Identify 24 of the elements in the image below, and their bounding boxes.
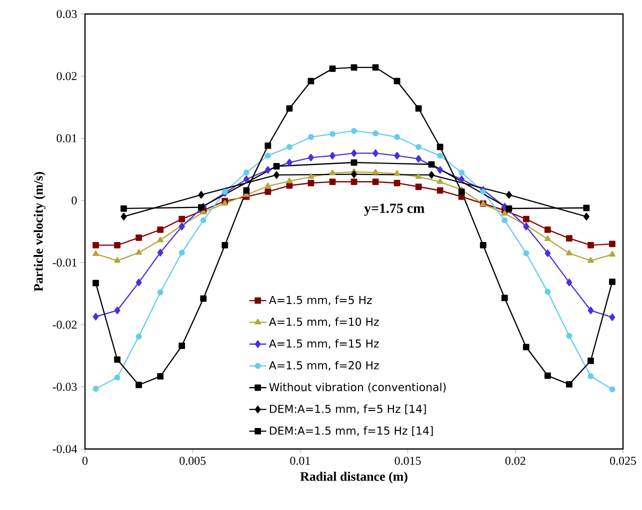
x-tick-label: 0.015 (394, 456, 421, 465)
legend-label: A=1.5 mm, f=20 Hz (268, 360, 379, 371)
x-axis-title: Radial distance (m) (300, 472, 408, 484)
y-tick-label: 0 (72, 196, 77, 204)
y-tick-label: 0.02 (56, 72, 77, 80)
legend-label: Without vibration (conventional) (269, 382, 446, 393)
y-tick-label: 0.03 (56, 10, 77, 18)
y-axis-title: Particle velocity (m/s) (34, 172, 46, 292)
x-tick-label: 0.005 (180, 456, 206, 465)
legend-label: DEM:A=1.5 mm, f=15 Hz [14] (270, 426, 433, 436)
x-tick-label: 0.025 (610, 456, 636, 465)
y-tick-label: -0.04 (52, 444, 78, 454)
legend-label: A=1.5 mm, f=15 Hz (268, 339, 379, 349)
y-tick-label: 0.01 (56, 134, 77, 142)
annotation: y=1.75 cm (364, 204, 424, 216)
y-tick-label: -0.03 (52, 382, 77, 391)
x-tick-label: 0 (82, 456, 88, 465)
legend-label: A=1.5 mm, f=5 Hz (268, 296, 372, 306)
legend-label: DEM:A=1.5 mm, f=5 Hz [14] (270, 404, 426, 414)
y-tick-label: -0.01 (52, 258, 77, 267)
y-tick-label: -0.02 (52, 320, 77, 329)
legend-label: A=1.5 mm, f=10 Hz (268, 317, 379, 328)
x-tick-label: 0.01 (290, 456, 310, 465)
x-tick-label: 0.02 (505, 456, 526, 465)
